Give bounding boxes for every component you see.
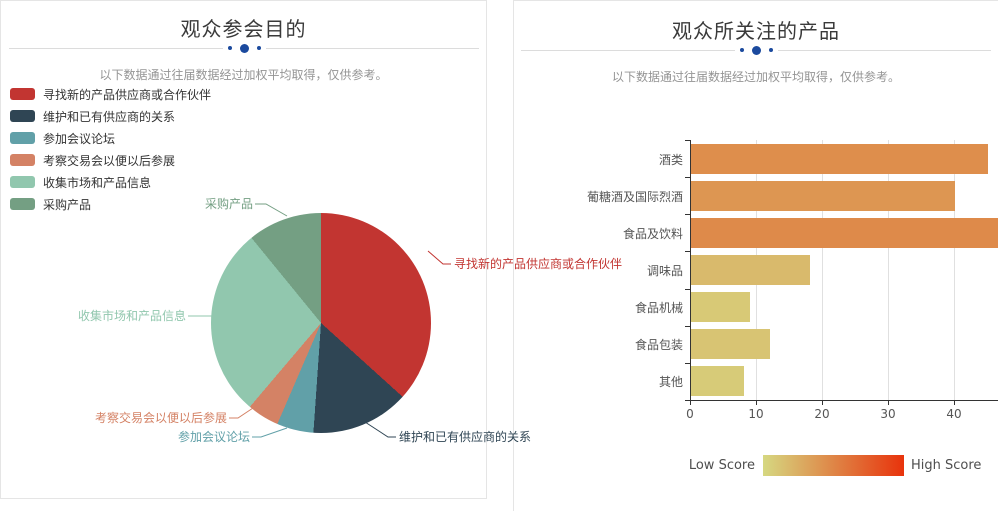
gridline (822, 140, 823, 400)
category-label: 食品机械 (634, 301, 683, 316)
category-axis-tick (685, 288, 690, 290)
legend-label: 维护和已有供应商的关系 (43, 109, 176, 124)
left-title-divider (9, 42, 479, 54)
pie-slice-label: 采购产品 (204, 197, 253, 211)
category-axis-tick (685, 251, 690, 253)
x-axis-tick-label: 40 (946, 407, 962, 421)
legend-label: 参加会议论坛 (43, 131, 116, 146)
bar-食品机械[interactable] (691, 292, 751, 323)
category-label: 食品包装 (634, 338, 683, 353)
pie-slice-label: 考察交易会以便以后参展 (94, 411, 227, 425)
legend-swatch (10, 132, 35, 144)
category-label: 食品及饮料 (622, 226, 683, 241)
legend-swatch (10, 110, 35, 122)
x-axis-tick-label: 30 (880, 407, 896, 421)
divider-line (265, 47, 479, 49)
category-label: 葡糖酒及国际烈酒 (586, 189, 683, 204)
x-axis-tick (690, 400, 691, 405)
pie-legend-item[interactable]: 维护和已有供应商的关系 (10, 109, 211, 124)
x-axis-tick (954, 400, 955, 405)
bar-葡糖酒及国际烈酒[interactable] (691, 180, 955, 211)
legend-label: 收集市场和产品信息 (43, 175, 152, 190)
legend-swatch (10, 154, 35, 166)
category-label: 酒类 (658, 152, 683, 167)
right-title-divider (521, 44, 991, 56)
x-axis-tick-label: 0 (686, 407, 694, 421)
divider-dot-small (256, 46, 261, 50)
pie-legend-item[interactable]: 寻找新的产品供应商或合作伙伴 (10, 87, 212, 102)
category-axis-tick (685, 400, 690, 401)
gridline (888, 140, 889, 400)
pie-slice-label: 寻找新的产品供应商或合作伙伴 (454, 257, 623, 271)
category-axis-tick (685, 140, 690, 141)
pie-slice-label: 收集市场和产品信息 (77, 309, 186, 323)
visualmap-gradient-bar[interactable] (763, 455, 904, 476)
divider-dot-small (768, 48, 773, 52)
divider-dot-small (227, 46, 232, 50)
bar-调味品[interactable] (691, 255, 810, 285)
pie-legend-item[interactable]: 参加会议论坛 (10, 131, 211, 146)
pie-slice-label: 参加会议论坛 (177, 430, 250, 444)
category-axis-line (690, 140, 691, 400)
x-axis-tick (822, 400, 823, 405)
pie-legend-item[interactable]: 考察交易会以便以后参展 (10, 153, 211, 168)
x-axis-tick-label: 20 (814, 407, 830, 421)
legend-label: 寻找新的产品供应商或合作伙伴 (43, 87, 212, 102)
divider-dot-small (739, 48, 744, 52)
category-axis-tick (685, 362, 690, 364)
legend-label: 采购产品 (43, 197, 92, 212)
value-axis-line (690, 400, 998, 401)
bar-panel-subtitle: 以下数据通过往届数据经过加权平均取得，仅供参考。 (611, 70, 900, 84)
visualmap-high-label: High Score (911, 458, 982, 473)
category-axis-tick (685, 214, 690, 216)
x-axis-tick-label: 10 (748, 407, 764, 421)
divider-dot-large (751, 45, 761, 55)
category-label: 其他 (658, 375, 683, 390)
pie-slice-label: 维护和已有供应商的关系 (399, 430, 532, 444)
pie-legend-item[interactable]: 收集市场和产品信息 (10, 175, 211, 190)
legend-swatch (10, 176, 35, 188)
bar-酒类[interactable] (691, 143, 988, 174)
gridline (954, 140, 955, 400)
x-axis-tick (756, 400, 757, 405)
legend-swatch (10, 198, 35, 210)
divider-dot-large (239, 43, 249, 53)
x-axis-tick (888, 400, 889, 405)
divider-line (777, 49, 991, 51)
divider-line (521, 49, 735, 51)
bar-panel-title: 观众所关注的产品 (672, 19, 840, 43)
visualmap-low-label: Low Score (688, 458, 755, 473)
category-label: 调味品 (646, 264, 683, 278)
category-axis-tick (685, 177, 690, 179)
category-axis-tick (685, 325, 690, 327)
bar-食品及饮料[interactable] (691, 217, 998, 248)
legend-swatch (10, 88, 35, 100)
pie-panel-title: 观众参会目的 (180, 17, 307, 41)
pie-panel-subtitle: 以下数据通过往届数据经过加权平均取得，仅供参考。 (99, 68, 388, 82)
divider-line (9, 47, 223, 49)
pie-legend-item[interactable]: 采购产品 (10, 197, 211, 212)
bar-食品包装[interactable] (691, 329, 771, 360)
pie-legend: 寻找新的产品供应商或合作伙伴 维护和已有供应商的关系 参加会议论坛考察交易会以便以后… (10, 87, 211, 219)
bar-其他[interactable] (691, 366, 744, 397)
legend-label: 考察交易会以便以后参展 (43, 153, 176, 168)
pie-chart[interactable] (211, 213, 431, 433)
